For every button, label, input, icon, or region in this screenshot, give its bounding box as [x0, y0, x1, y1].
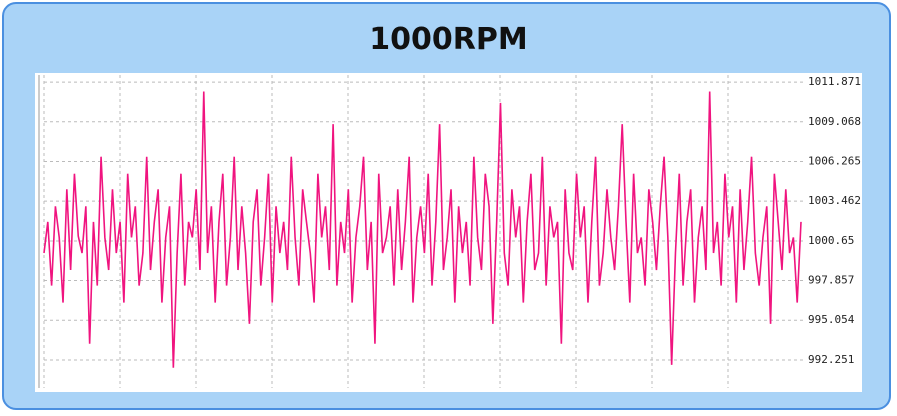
y-tick-label: 1000.65: [808, 234, 854, 247]
y-tick-label: 1003.462: [808, 194, 861, 207]
y-tick-label: 997.857: [808, 274, 854, 287]
series-line: [43, 91, 802, 368]
y-tick-label: 1011.871: [808, 75, 861, 88]
y-tick-label: 992.251: [808, 353, 854, 366]
y-tick-label: 995.054: [808, 313, 855, 326]
y-tick-label: 1006.265: [808, 154, 861, 167]
y-tick-label: 1009.068: [808, 115, 861, 128]
chart-title: 1000RPM: [369, 22, 528, 57]
chart: 992.251 995.054 997.857 1000.65 1003.462 1006…: [35, 73, 862, 392]
